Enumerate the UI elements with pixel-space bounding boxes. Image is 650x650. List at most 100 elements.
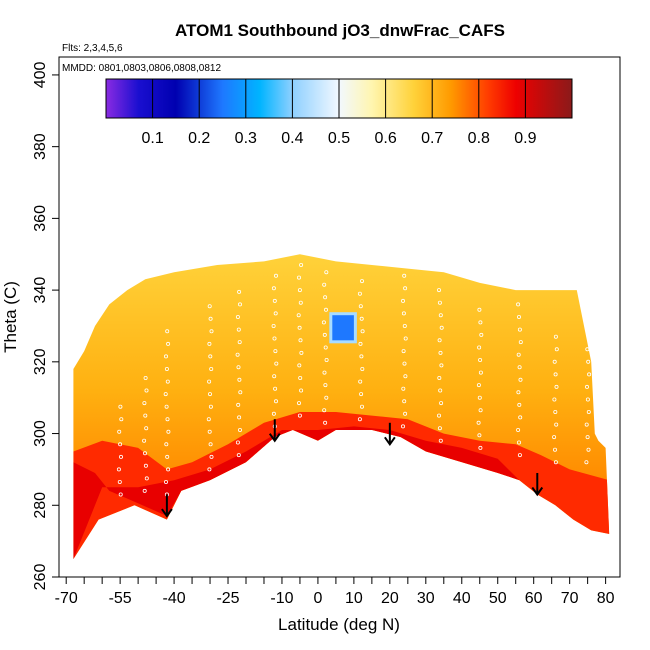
obs-point bbox=[323, 295, 328, 300]
obs-point bbox=[118, 442, 123, 447]
obs-point bbox=[273, 386, 278, 391]
obs-point bbox=[236, 453, 241, 458]
obs-point bbox=[478, 357, 483, 362]
obs-point bbox=[322, 370, 327, 375]
obs-point bbox=[299, 350, 304, 355]
obs-point bbox=[235, 352, 240, 357]
obs-point bbox=[517, 402, 522, 407]
obs-point bbox=[144, 426, 149, 431]
obs-point bbox=[585, 397, 590, 402]
obs-point bbox=[402, 273, 407, 278]
obs-point bbox=[165, 454, 170, 459]
obs-point bbox=[207, 304, 212, 309]
obs-point bbox=[552, 435, 557, 440]
obs-point bbox=[236, 365, 241, 370]
x-tick-label: 40 bbox=[453, 590, 471, 607]
obs-point bbox=[166, 429, 171, 434]
x-tick-label: 80 bbox=[597, 590, 615, 607]
obs-point bbox=[166, 467, 171, 472]
x-tick-label: -40 bbox=[163, 590, 186, 607]
obs-point bbox=[144, 476, 149, 481]
obs-column bbox=[321, 270, 329, 425]
obs-point bbox=[358, 304, 363, 309]
obs-point bbox=[164, 366, 169, 371]
obs-point bbox=[164, 404, 169, 409]
downward-arrow bbox=[161, 494, 173, 518]
obs-point bbox=[552, 397, 557, 402]
obs-point bbox=[237, 377, 242, 382]
obs-point bbox=[144, 388, 149, 393]
obs-point bbox=[209, 329, 214, 334]
obs-point bbox=[359, 316, 364, 321]
obs-point bbox=[401, 349, 406, 354]
obs-point bbox=[321, 320, 326, 325]
obs-point bbox=[298, 338, 303, 343]
x-tick-label: 60 bbox=[525, 590, 543, 607]
obs-column bbox=[357, 279, 365, 422]
arrow-head bbox=[268, 433, 281, 443]
obs-point bbox=[322, 408, 327, 413]
obs-point bbox=[272, 298, 277, 303]
x-tick-label: 0 bbox=[313, 590, 322, 607]
obs-point bbox=[585, 435, 590, 440]
obs-point bbox=[299, 388, 304, 393]
obs-point bbox=[237, 289, 242, 294]
obs-point bbox=[143, 463, 148, 468]
obs-point bbox=[553, 409, 558, 414]
obs-point bbox=[208, 354, 213, 359]
blue-patch bbox=[332, 315, 354, 341]
obs-point bbox=[297, 413, 302, 418]
obs-point bbox=[586, 359, 591, 364]
obs-point bbox=[479, 332, 484, 337]
obs-column bbox=[584, 347, 592, 465]
obs-point bbox=[163, 479, 168, 484]
flights-label: Flts: 2,3,4,5,6 bbox=[62, 43, 123, 54]
obs-point bbox=[208, 404, 213, 409]
obs-point bbox=[438, 350, 443, 355]
obs-point bbox=[476, 420, 481, 425]
colorbar-tick-label: 0.9 bbox=[514, 130, 536, 147]
colorbar-tick-label: 0.6 bbox=[374, 130, 396, 147]
obs-point bbox=[586, 447, 591, 452]
y-axis: 260 280 300 320 340 360 380 400 bbox=[32, 61, 59, 590]
obs-column bbox=[206, 304, 214, 472]
obs-point bbox=[323, 345, 328, 350]
obs-point bbox=[296, 401, 301, 406]
y-tick-label: 400 bbox=[32, 61, 49, 88]
downward-arrow bbox=[268, 419, 281, 443]
obs-point bbox=[322, 332, 327, 337]
obs-point bbox=[273, 311, 278, 316]
obs-point bbox=[296, 275, 301, 280]
colorbar: 0.1 0.2 0.3 0.4 0.5 0.6 0.7 0.8 0.9 bbox=[105, 78, 573, 147]
x-tick-label: 30 bbox=[417, 590, 435, 607]
heatmap-field bbox=[73, 254, 610, 560]
obs-point bbox=[403, 411, 408, 416]
obs-point bbox=[235, 314, 240, 319]
observation-points bbox=[116, 262, 592, 497]
obs-point bbox=[587, 372, 592, 377]
obs-point bbox=[516, 390, 521, 395]
obs-point bbox=[165, 417, 170, 422]
colorbar-tick-label: 0.1 bbox=[141, 130, 163, 147]
y-tick-label: 380 bbox=[32, 133, 49, 160]
obs-point bbox=[403, 374, 408, 379]
y-tick-label: 360 bbox=[32, 205, 49, 232]
obs-point bbox=[142, 401, 147, 406]
obs-point bbox=[323, 383, 328, 388]
obs-point bbox=[553, 460, 558, 465]
obs-point bbox=[235, 440, 240, 445]
obs-point bbox=[271, 286, 276, 291]
obs-point bbox=[237, 302, 242, 307]
x-tick-label: -70 bbox=[55, 590, 78, 607]
y-tick-label: 300 bbox=[32, 420, 49, 447]
obs-point bbox=[299, 262, 304, 267]
obs-point bbox=[207, 379, 212, 384]
obs-point bbox=[438, 388, 443, 393]
obs-point bbox=[585, 384, 590, 389]
obs-point bbox=[208, 442, 213, 447]
obs-point bbox=[359, 392, 364, 397]
obs-point bbox=[437, 375, 442, 380]
obs-point bbox=[236, 327, 241, 332]
obs-point bbox=[478, 320, 483, 325]
obs-point bbox=[402, 399, 407, 404]
